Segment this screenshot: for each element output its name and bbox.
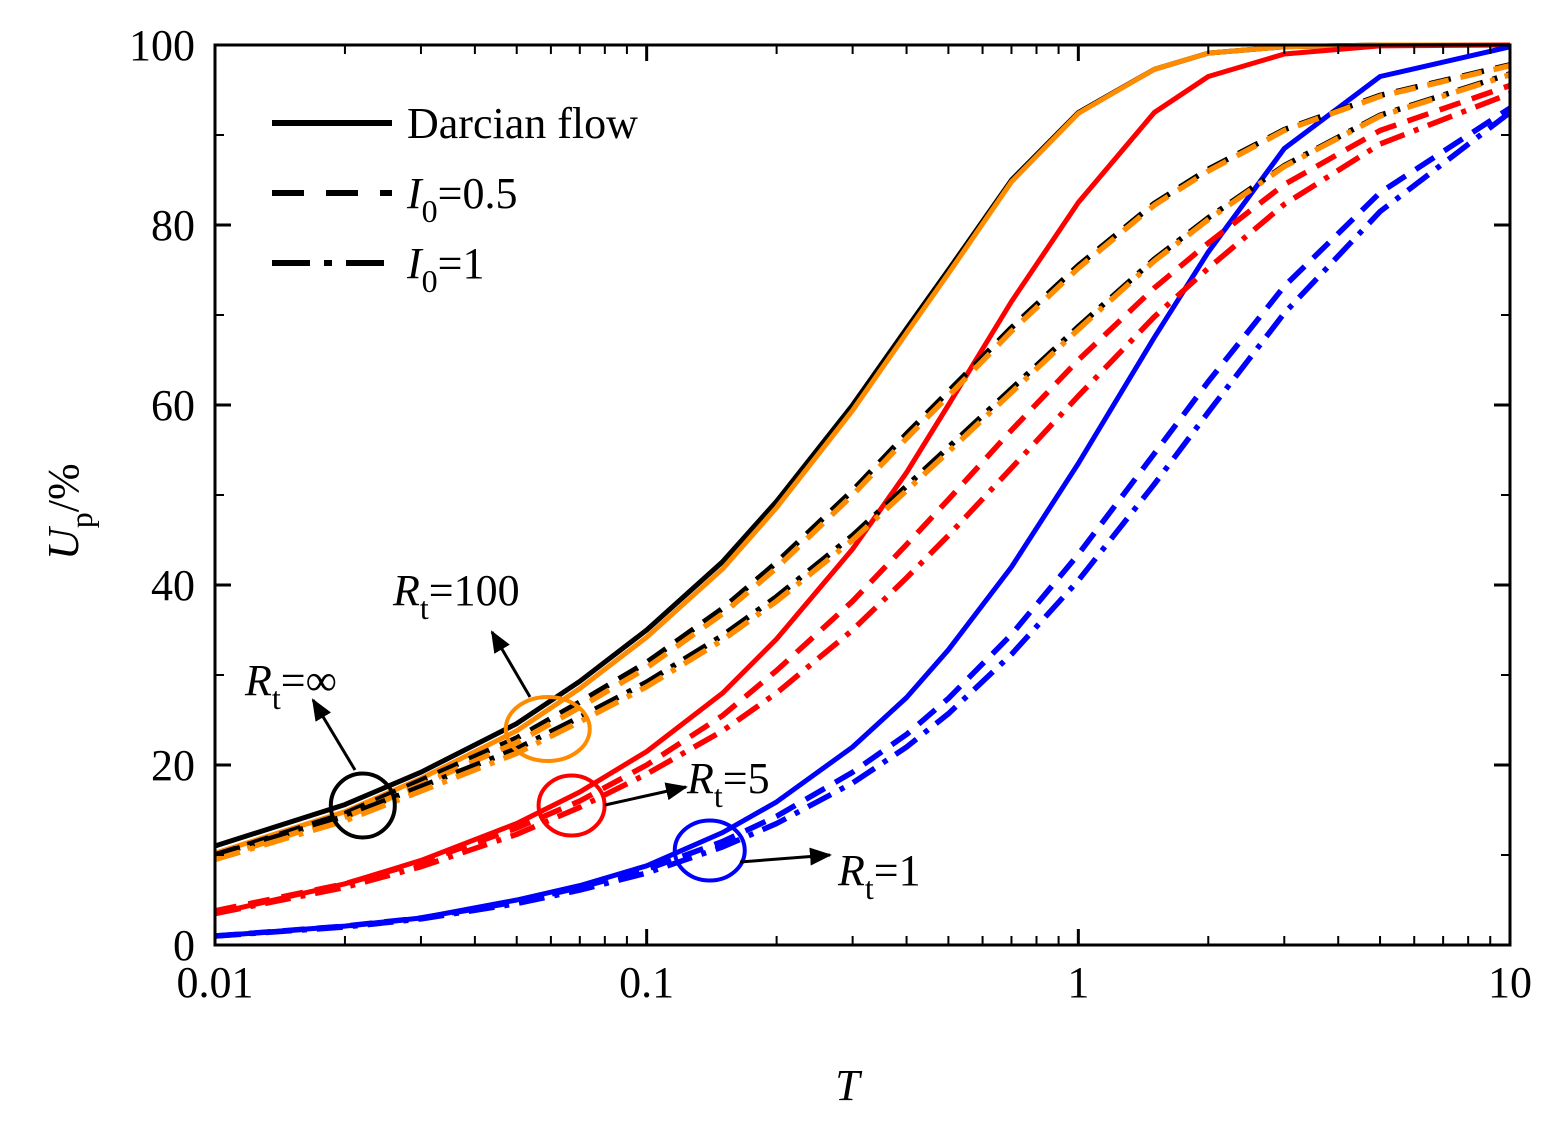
y-tick-label: 40 bbox=[151, 561, 195, 610]
series-line-r100-dashdot bbox=[214, 72, 1511, 863]
annotation-label-r1: Rt=1 bbox=[837, 846, 921, 906]
y-axis-label: Up/% bbox=[39, 463, 99, 560]
legend-label-dashdot: I0=1 bbox=[406, 239, 484, 299]
series-line-r100-dash bbox=[214, 63, 1511, 862]
y-tick-label: 100 bbox=[129, 21, 195, 70]
annotation-ellipse-inf bbox=[328, 771, 397, 840]
annotation-label-inf: Rt=∞ bbox=[244, 656, 337, 716]
annotation-label-r100: Rt=100 bbox=[392, 566, 520, 626]
series-line-inf-dashdot bbox=[214, 71, 1511, 858]
annotation-ellipse-r1 bbox=[672, 818, 747, 883]
x-tick-label: 0.01 bbox=[177, 958, 254, 1007]
annotation-label-r5: Rt=5 bbox=[686, 754, 770, 814]
y-tick-label: 60 bbox=[151, 381, 195, 430]
x-tick-label: 1 bbox=[1067, 958, 1089, 1007]
annotation-ellipse-r100 bbox=[503, 695, 592, 763]
y-tick-label: 20 bbox=[151, 741, 195, 790]
series-line-r100-solid bbox=[214, 42, 1510, 856]
series-layer bbox=[214, 42, 1512, 939]
series-line-r5-dash bbox=[214, 82, 1511, 914]
series-line-r5-solid bbox=[214, 42, 1511, 916]
series-line-r5-dashdot bbox=[214, 91, 1511, 917]
annotation-ellipse-r5 bbox=[536, 773, 607, 838]
annotation-arrow-r5 bbox=[604, 782, 688, 807]
y-tick-label: 80 bbox=[151, 201, 195, 250]
annotation-layer: Rt=∞ Rt=100 Rt=5 Rt=1 bbox=[244, 566, 921, 906]
legend-label-dash: I0=0.5 bbox=[406, 169, 517, 229]
annotation-arrow-r100 bbox=[490, 630, 532, 698]
series-line-inf-solid bbox=[214, 42, 1510, 849]
series-line-r1-dash bbox=[214, 105, 1512, 939]
x-tick-label: 10 bbox=[1488, 958, 1532, 1007]
legend: Darcian flow I0=0.5 I0=1 bbox=[272, 99, 638, 299]
legend-label-darcian: Darcian flow bbox=[407, 99, 638, 148]
y-tick-label: 0 bbox=[173, 921, 195, 970]
annotation-arrow-inf bbox=[311, 698, 357, 771]
annotation-arrow-r1 bbox=[739, 847, 832, 866]
x-axis-label: T bbox=[835, 1061, 863, 1110]
x-tick-label: 0.1 bbox=[619, 958, 674, 1007]
